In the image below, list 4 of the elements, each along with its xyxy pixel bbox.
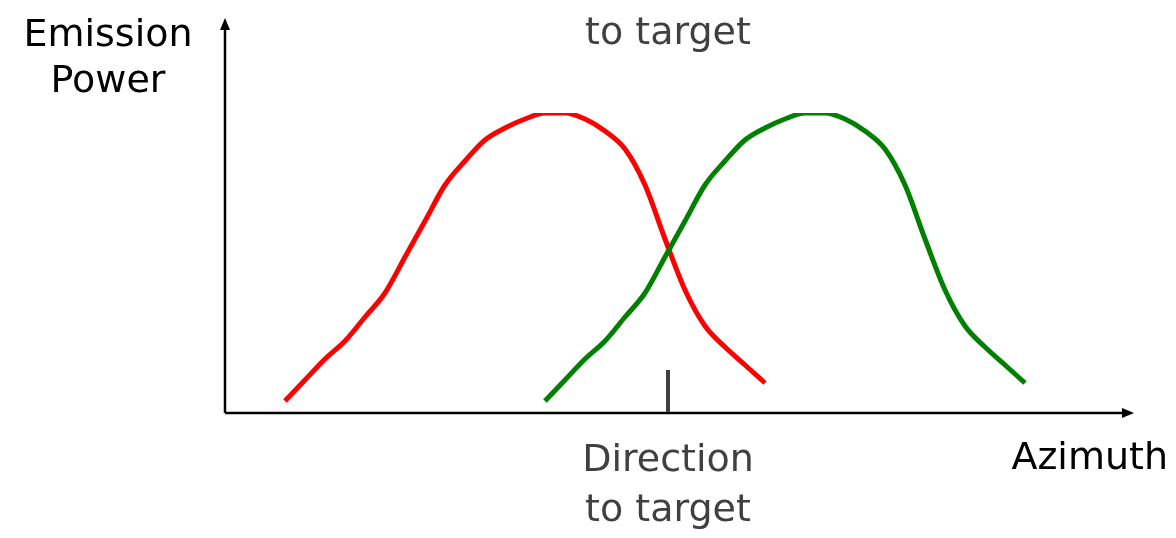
text: Direction to target: [581, 435, 755, 532]
text: to target: [584, 8, 752, 54]
y-axis-title: Emission Power: [22, 10, 194, 102]
x-axis-title: Azimuth: [1011, 433, 1168, 479]
